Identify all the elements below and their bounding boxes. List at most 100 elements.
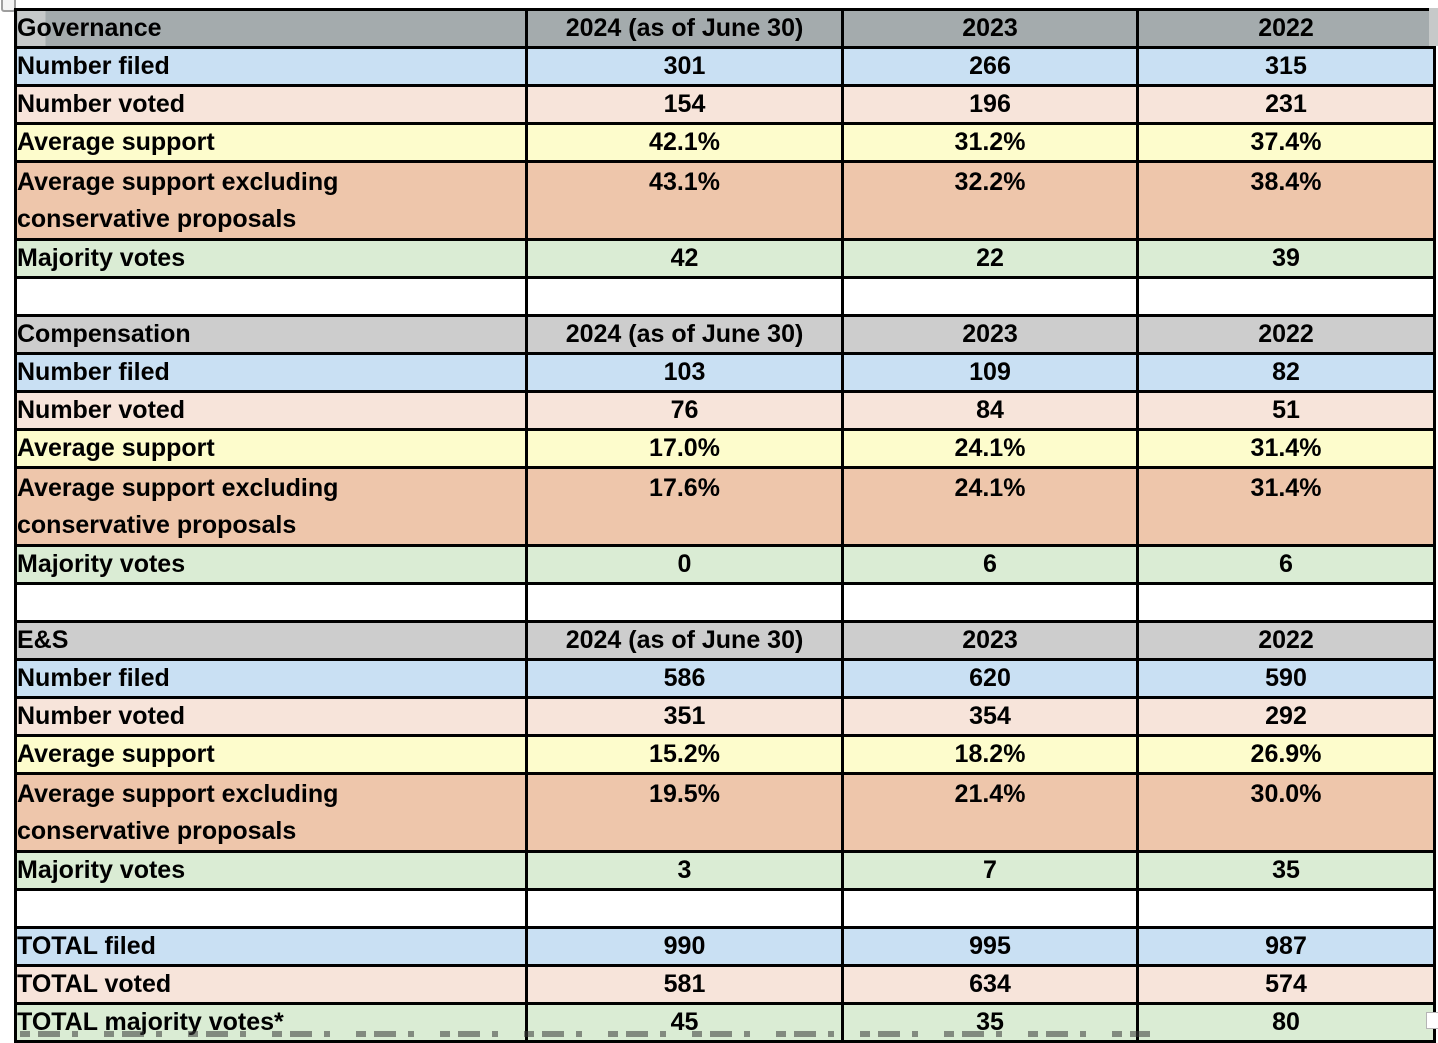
- table-row: Number filed 301 266 315: [14, 46, 1436, 87]
- table-row: Average support 17.0% 24.1% 31.4%: [14, 428, 1436, 469]
- spacer-cell: [525, 582, 844, 623]
- row-label-line: Number voted: [17, 90, 186, 118]
- spacer-row: [14, 276, 1436, 317]
- value-cell: 22: [841, 238, 1139, 279]
- section-header-row: E&S 2024 (as of June 30) 2023 2022: [14, 620, 1436, 661]
- value-cell: 30.0%: [1136, 772, 1436, 853]
- row-label-cell: Average support: [14, 122, 528, 163]
- row-label-cell: Average support: [14, 428, 528, 469]
- table-row: Number filed 586 620 590: [14, 658, 1436, 699]
- cutoff-footnote-text: [20, 1031, 1150, 1037]
- value-cell: 995: [841, 926, 1139, 967]
- value-cell: 42.1%: [525, 122, 844, 163]
- value-cell: 351: [525, 696, 844, 737]
- spacer-cell: [14, 888, 528, 929]
- row-label-line: TOTAL filed: [17, 932, 156, 960]
- value-cell: 0: [525, 544, 844, 585]
- row-label-line: conservative proposals: [17, 205, 297, 233]
- value-cell: 76: [525, 390, 844, 431]
- row-label-line: TOTAL voted: [17, 970, 172, 998]
- year-header-cell: 2024 (as of June 30): [525, 8, 844, 49]
- value-cell: 590: [1136, 658, 1436, 699]
- section-header-row: Compensation 2024 (as of June 30) 2023 2022: [14, 314, 1436, 355]
- row-label-cell: Average support excluding conservative pr…: [14, 466, 528, 547]
- section-header-row: Governance 2024 (as of June 30) 2023 2022: [14, 8, 1436, 49]
- row-label-cell: Average support excluding conservative pr…: [14, 160, 528, 241]
- table-row: Number voted 76 84 51: [14, 390, 1436, 431]
- row-label-line: Number filed: [17, 664, 170, 692]
- row-label-line: Average support excluding: [17, 168, 339, 196]
- value-cell: 82: [1136, 352, 1436, 393]
- row-label-line: Number voted: [17, 396, 186, 424]
- row-label-line: Majority votes: [17, 856, 186, 884]
- value-cell: 43.1%: [525, 160, 844, 241]
- value-cell: 266: [841, 46, 1139, 87]
- year-header-cell: 2022: [1136, 314, 1436, 355]
- row-label-line: Average support excluding: [17, 780, 339, 808]
- value-cell: 634: [841, 964, 1139, 1005]
- value-cell: 17.0%: [525, 428, 844, 469]
- row-label-line: conservative proposals: [17, 511, 297, 539]
- value-cell: 31.4%: [1136, 428, 1436, 469]
- row-label-line: Number filed: [17, 358, 170, 386]
- value-cell: 80: [1136, 1002, 1436, 1043]
- total-row: TOTAL filed 990 995 987: [14, 926, 1436, 967]
- value-cell: 39: [1136, 238, 1436, 279]
- table-row: Average support excluding conservative pr…: [14, 160, 1436, 241]
- spacer-cell: [14, 276, 528, 317]
- row-label-cell: Number filed: [14, 658, 528, 699]
- value-cell: 32.2%: [841, 160, 1139, 241]
- spacer-cell: [14, 582, 528, 623]
- proposal-statistics-table: Governance 2024 (as of June 30) 2023 2022 Nu…: [14, 8, 1436, 1043]
- value-cell: 109: [841, 352, 1139, 393]
- spacer-cell: [841, 888, 1139, 929]
- spacer-row: [14, 582, 1436, 623]
- statistics-sheet: Governance 2024 (as of June 30) 2023 2022 Nu…: [14, 8, 1436, 1043]
- row-label-line: Average support excluding: [17, 474, 339, 502]
- row-label-line: Majority votes: [17, 244, 186, 272]
- row-label-line: Number voted: [17, 702, 186, 730]
- spacer-cell: [1136, 276, 1436, 317]
- value-cell: 7: [841, 850, 1139, 891]
- table-row: Majority votes 0 6 6: [14, 544, 1436, 585]
- value-cell: 31.4%: [1136, 466, 1436, 547]
- value-cell: 37.4%: [1136, 122, 1436, 163]
- value-cell: 301: [525, 46, 844, 87]
- table-row: Average support excluding conservative pr…: [14, 466, 1436, 547]
- row-label-line: Average support: [17, 740, 215, 768]
- value-cell: 987: [1136, 926, 1436, 967]
- value-cell: 31.2%: [841, 122, 1139, 163]
- value-cell: 6: [1136, 544, 1436, 585]
- row-label-cell: Number voted: [14, 696, 528, 737]
- year-header-cell: 2022: [1136, 8, 1436, 49]
- value-cell: 24.1%: [841, 466, 1139, 547]
- value-cell: 38.4%: [1136, 160, 1436, 241]
- value-cell: 24.1%: [841, 428, 1139, 469]
- year-header-cell: 2024 (as of June 30): [525, 314, 844, 355]
- value-cell: 990: [525, 926, 844, 967]
- spacer-cell: [841, 276, 1139, 317]
- value-cell: 586: [525, 658, 844, 699]
- spacer-row: [14, 888, 1436, 929]
- section-title-cell: Compensation: [14, 314, 528, 355]
- section-title-cell: E&S: [14, 620, 528, 661]
- table-row: Average support 42.1% 31.2% 37.4%: [14, 122, 1436, 163]
- total-row: TOTAL voted 581 634 574: [14, 964, 1436, 1005]
- value-cell: 35: [1136, 850, 1436, 891]
- row-label-cell: Number voted: [14, 84, 528, 125]
- value-cell: 315: [1136, 46, 1436, 87]
- value-cell: 6: [841, 544, 1139, 585]
- table-row: Number voted 351 354 292: [14, 696, 1436, 737]
- spacer-cell: [841, 582, 1139, 623]
- value-cell: 574: [1136, 964, 1436, 1005]
- table-row: Average support excluding conservative pr…: [14, 772, 1436, 853]
- row-label-line: Majority votes: [17, 550, 186, 578]
- adjacent-cell-strip: [1429, 8, 1438, 46]
- row-label-cell: Majority votes: [14, 238, 528, 279]
- value-cell: 103: [525, 352, 844, 393]
- image-resize-handle-bottomright-icon: [1426, 1012, 1438, 1029]
- row-label-cell: Majority votes: [14, 850, 528, 891]
- value-cell: 154: [525, 84, 844, 125]
- row-label-cell: Majority votes: [14, 544, 528, 585]
- value-cell: 581: [525, 964, 844, 1005]
